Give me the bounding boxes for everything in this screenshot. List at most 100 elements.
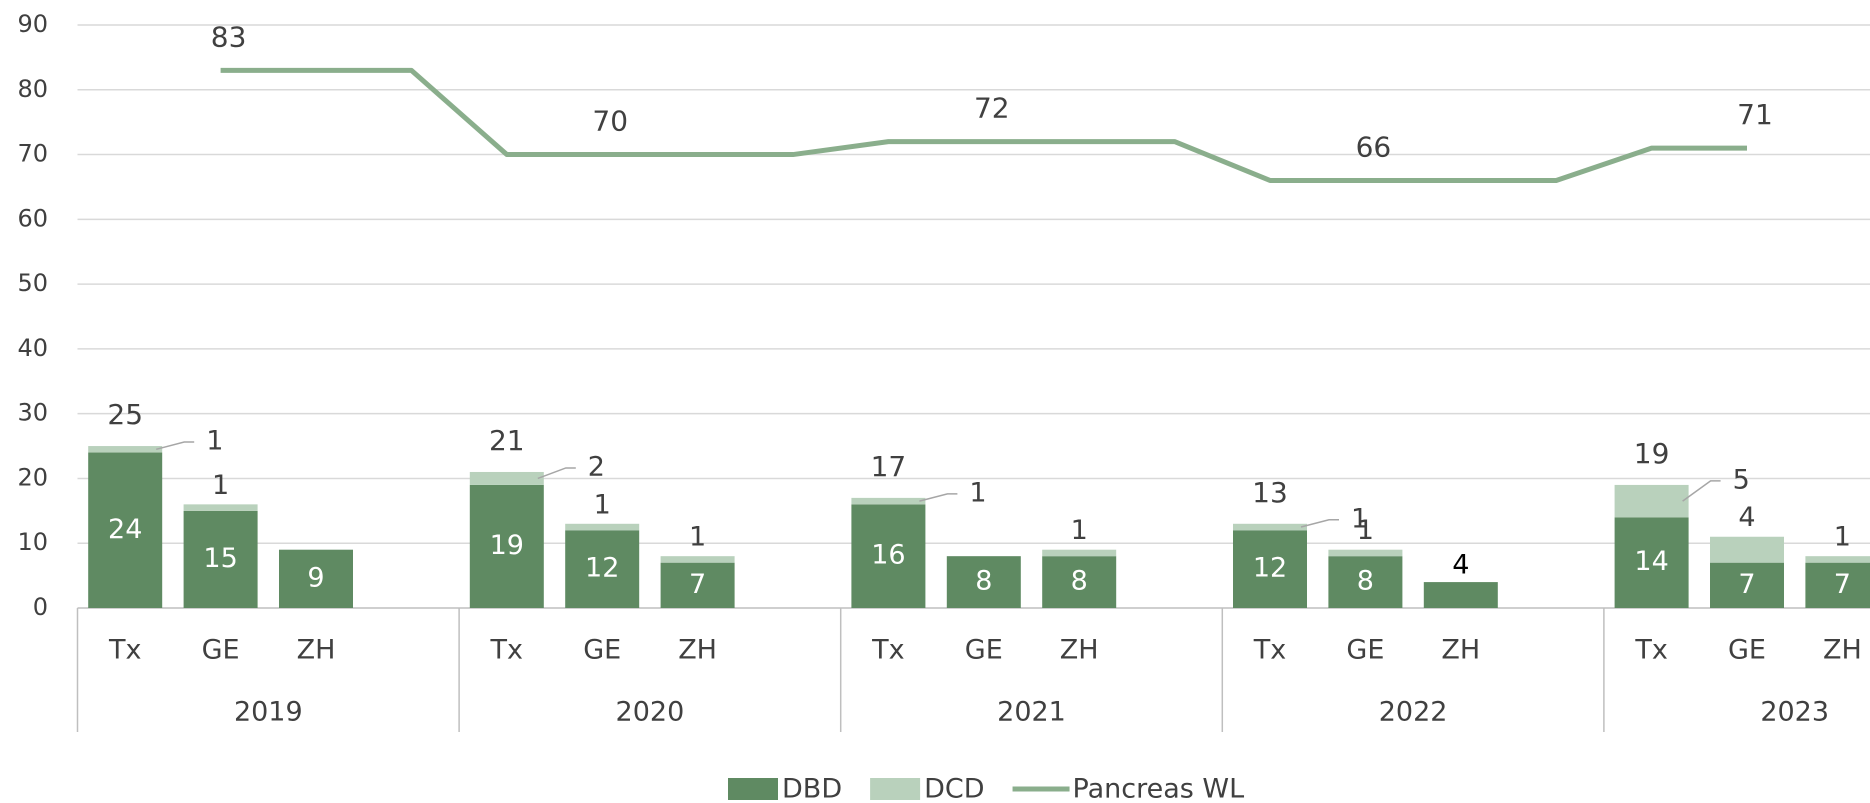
dbd-label: 14: [1634, 546, 1668, 577]
bar-dcd: [1233, 523, 1307, 531]
y-tick-label: 80: [17, 75, 48, 103]
bar-dcd: [1710, 536, 1784, 563]
x-tick-label: GE: [202, 635, 240, 666]
x-tick-label: ZH: [1060, 635, 1099, 666]
dcd-label: 4: [1738, 502, 1755, 533]
y-tick-label: 70: [17, 140, 48, 168]
line-label: 71: [1737, 98, 1773, 131]
x-tick-label: GE: [583, 635, 621, 666]
dbd-label: 24: [108, 514, 142, 545]
dcd-label: 1: [969, 477, 986, 508]
bar-dcd: [851, 497, 926, 505]
group-label: 2019: [234, 697, 303, 728]
leader-line: [1682, 480, 1721, 502]
dbd-label: 9: [307, 562, 324, 593]
bar-dcd: [469, 471, 544, 485]
bar-dcd: [1042, 549, 1117, 557]
dcd-label: 1: [594, 489, 611, 520]
dcd-label: 5: [1733, 464, 1750, 495]
leader-line: [156, 441, 195, 451]
group-label: 2020: [616, 697, 685, 728]
x-tick-label: Tx: [871, 635, 904, 666]
group-label: 2022: [1379, 697, 1448, 728]
legend-label: DBD: [782, 774, 842, 803]
bar-dcd: [1328, 549, 1403, 557]
leader-line: [919, 493, 958, 502]
dcd-label: 1: [1357, 515, 1374, 546]
dbd-label: 8: [1071, 566, 1088, 597]
dbd-label: 12: [585, 553, 619, 584]
bar-dbd: [565, 530, 640, 608]
dbd-label: 7: [689, 569, 706, 600]
dbd-label: 16: [871, 540, 905, 571]
bar-dbd: [469, 484, 544, 608]
bar-dbd: [1423, 582, 1498, 608]
bar-dbd: [1805, 562, 1870, 608]
line-wl: [220, 67, 1747, 183]
dcd-label: 1: [206, 426, 223, 457]
dbd-label: 4: [1452, 550, 1469, 581]
bar-dcd: [88, 446, 163, 453]
legend-label: Pancreas WL: [1073, 774, 1245, 803]
x-tick-label: ZH: [297, 635, 336, 666]
line-label: 66: [1356, 130, 1392, 163]
dcd-label: 1: [212, 470, 229, 501]
dcd-label: 1: [1071, 515, 1088, 546]
x-tick-label: ZH: [678, 635, 717, 666]
legend-label: DCD: [924, 774, 984, 803]
bar-dbd: [946, 556, 1021, 608]
total-label: 25: [107, 398, 143, 431]
y-tick-label: 30: [17, 399, 48, 427]
legend-swatch: [728, 778, 778, 800]
dcd-label: 2: [588, 451, 605, 482]
y-tick-label: 40: [17, 334, 48, 362]
bar-dbd: [851, 504, 926, 608]
y-tick-label: 0: [33, 593, 48, 621]
bar-dbd: [279, 549, 353, 608]
dbd-label: 7: [1738, 569, 1755, 600]
bar-dbd: [1233, 530, 1307, 608]
bar-dbd: [1710, 562, 1784, 608]
dbd-label: 7: [1834, 569, 1851, 600]
total-label: 21: [489, 424, 525, 457]
x-tick-label: Tx: [108, 635, 141, 666]
x-tick-label: Tx: [1253, 635, 1286, 666]
dcd-label: 1: [1351, 503, 1368, 534]
bar-dcd: [565, 523, 640, 531]
x-tick-label: Tx: [1634, 635, 1667, 666]
legend-swatch: [870, 778, 921, 800]
dbd-label: 8: [975, 566, 992, 597]
y-tick-label: 60: [17, 204, 48, 232]
group-label: 2021: [997, 697, 1066, 728]
dcd-label: 1: [1834, 522, 1851, 553]
x-tick-label: GE: [1346, 635, 1384, 666]
dbd-label: 15: [203, 543, 237, 574]
bar-dcd: [1805, 556, 1870, 563]
y-tick-label: 90: [17, 10, 48, 38]
x-tick-label: Tx: [490, 635, 523, 666]
x-tick-label: ZH: [1823, 635, 1862, 666]
bar-dcd: [660, 556, 735, 563]
bar-dbd: [183, 510, 258, 608]
dbd-label: 12: [1253, 553, 1287, 584]
line-label: 83: [211, 20, 247, 53]
bar-dbd: [88, 452, 163, 608]
leader-line: [1300, 519, 1339, 528]
dbd-label: 8: [1357, 566, 1374, 597]
total-label: 19: [1634, 437, 1670, 470]
y-tick-label: 10: [17, 528, 48, 556]
y-tick-label: 50: [17, 269, 48, 297]
bar-dbd: [1042, 556, 1117, 608]
bar-dbd: [1328, 556, 1403, 608]
total-label: 17: [871, 450, 907, 483]
dcd-label: 1: [689, 522, 706, 553]
line-label: 72: [974, 92, 1010, 125]
x-tick-label: GE: [1728, 635, 1766, 666]
y-tick-label: 20: [17, 463, 48, 491]
total-label: 13: [1252, 476, 1288, 509]
dbd-label: 19: [490, 530, 524, 561]
group-label: 2023: [1760, 697, 1829, 728]
line-label: 70: [592, 105, 628, 138]
bar-dbd: [1614, 517, 1689, 608]
